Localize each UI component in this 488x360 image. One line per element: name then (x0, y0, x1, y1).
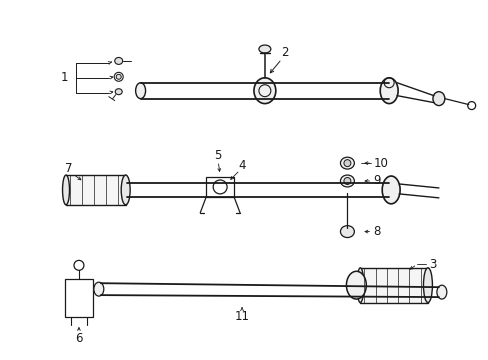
Ellipse shape (432, 92, 444, 105)
Ellipse shape (121, 175, 130, 205)
Bar (65, 279, 93, 317)
Ellipse shape (115, 89, 122, 95)
Bar (206, 177, 234, 197)
Text: 3: 3 (428, 258, 435, 271)
Text: 4: 4 (238, 159, 245, 172)
Bar (66, 175, 125, 205)
Ellipse shape (343, 159, 350, 167)
Text: 8: 8 (372, 225, 380, 238)
Text: 9: 9 (372, 175, 380, 188)
Ellipse shape (115, 58, 122, 64)
Ellipse shape (340, 226, 354, 238)
Ellipse shape (62, 175, 69, 205)
Ellipse shape (356, 268, 363, 302)
Ellipse shape (346, 271, 366, 299)
Text: 6: 6 (75, 332, 82, 345)
Text: 1: 1 (60, 71, 68, 84)
Ellipse shape (253, 78, 275, 104)
Ellipse shape (135, 83, 145, 99)
Ellipse shape (436, 285, 446, 299)
Ellipse shape (258, 45, 270, 53)
Text: 7: 7 (65, 162, 73, 175)
Ellipse shape (340, 175, 354, 187)
Text: 11: 11 (234, 310, 249, 323)
Ellipse shape (94, 282, 103, 296)
Ellipse shape (380, 78, 397, 104)
Ellipse shape (116, 74, 121, 79)
Ellipse shape (382, 176, 399, 204)
Ellipse shape (340, 157, 354, 169)
Ellipse shape (423, 268, 431, 302)
Text: 10: 10 (372, 157, 387, 170)
Bar (360, 268, 427, 302)
Ellipse shape (343, 177, 350, 184)
Text: 5: 5 (214, 149, 222, 162)
Text: 2: 2 (281, 46, 288, 59)
